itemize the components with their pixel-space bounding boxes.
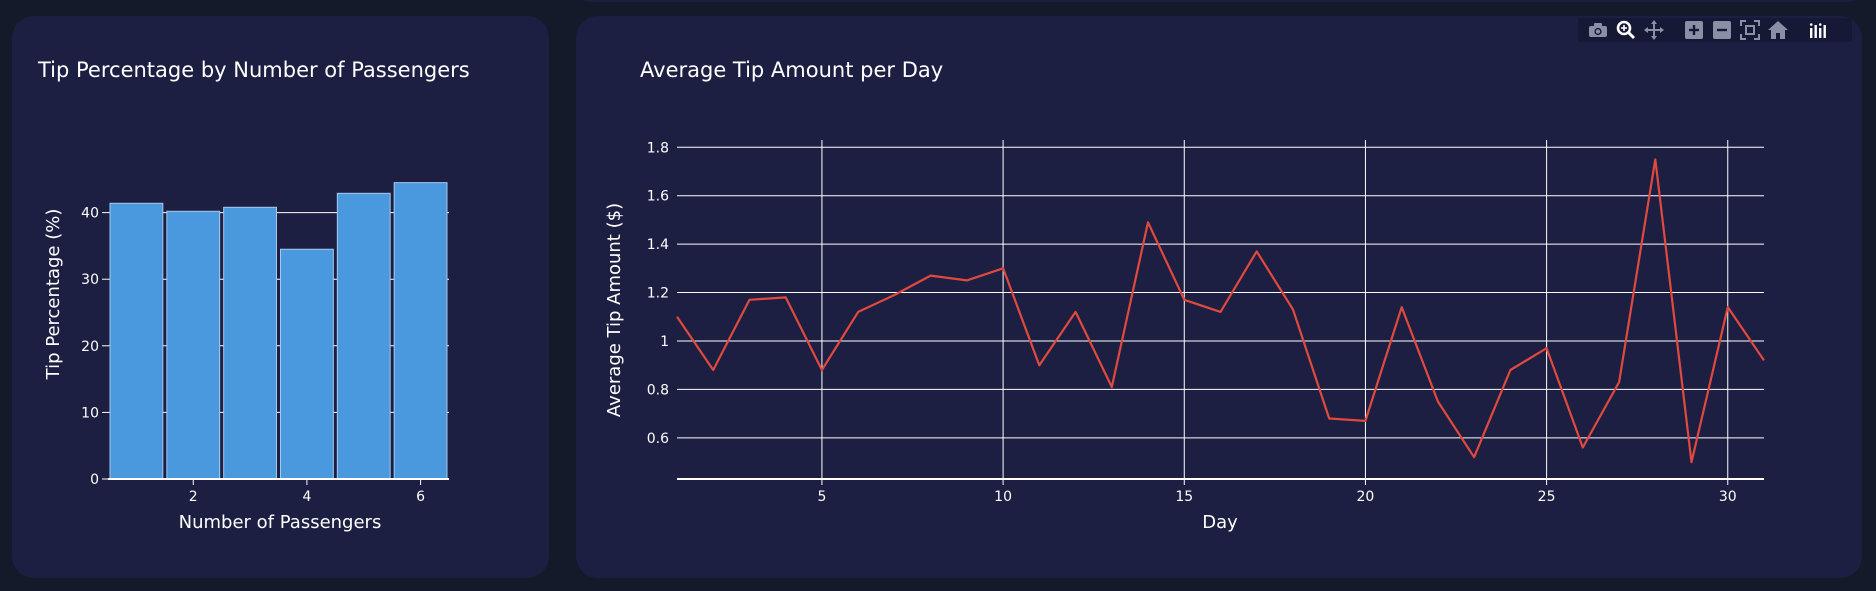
line-y-tick-labels: 0.6 0.8 1 1.2 1.4 1.6 1.8 [647, 140, 669, 447]
line-x-axis-label: Day [1202, 512, 1238, 533]
line-x-tick-labels: 5 10 15 20 25 30 [817, 479, 1737, 505]
bar-passengers-6[interactable] [393, 182, 448, 480]
bar-passengers-5[interactable] [336, 192, 391, 480]
bar-passengers-4[interactable] [280, 248, 334, 480]
camera-icon[interactable] [1584, 19, 1612, 41]
line-x-tick-label: 25 [1538, 489, 1556, 505]
line-y-tick-label: 0.8 [647, 382, 669, 398]
bar-y-tick-label: 10 [81, 405, 99, 421]
bar-x-tick-label: 6 [416, 489, 425, 505]
line-chart-title: Average Tip Amount per Day [640, 58, 944, 82]
line-y-tick-label: 1.4 [647, 237, 669, 253]
home-icon[interactable] [1764, 19, 1792, 41]
bar-chart-title: Tip Percentage by Number of Passengers [38, 58, 470, 82]
line-x-tick-label: 15 [1175, 489, 1193, 505]
plotly-logo-icon[interactable] [1804, 19, 1832, 41]
zoom-in-icon[interactable] [1680, 19, 1708, 41]
bar-y-tick-label: 20 [81, 339, 99, 355]
line-y-tick-label: 1.2 [647, 286, 669, 302]
line-x-tick-label: 5 [817, 489, 826, 505]
bar-y-axis-label: Tip Percentage (%) [43, 209, 64, 381]
line-x-tick-label: 20 [1357, 489, 1375, 505]
line-y-axis-label: Average Tip Amount ($) [604, 203, 625, 417]
bar-x-tick-label: 4 [302, 489, 311, 505]
line-y-tick-label: 1.8 [647, 140, 669, 156]
zoom-icon[interactable] [1612, 19, 1640, 41]
bar-series [109, 182, 448, 480]
bar-passengers-1[interactable] [109, 202, 164, 480]
bar-passengers-3[interactable] [223, 206, 278, 480]
bar-y-tick-labels: 0 10 20 30 40 [81, 206, 108, 488]
bar-y-tick-label: 0 [90, 472, 99, 488]
bar-passengers-2[interactable] [166, 210, 221, 480]
pan-icon[interactable] [1640, 19, 1668, 41]
line-x-tick-label: 30 [1719, 489, 1737, 505]
bar-x-tick-labels: 2 4 6 [189, 479, 425, 505]
plot-modebar [1578, 18, 1852, 42]
zoom-out-icon[interactable] [1708, 19, 1736, 41]
bar-x-axis-label: Number of Passengers [179, 512, 382, 533]
tip-percentage-card: Tip Percentage by Number of Passengers 0… [12, 16, 549, 578]
top-panel-edge [576, 0, 1862, 2]
bar-y-tick-label: 30 [81, 272, 99, 288]
line-y-tick-label: 1 [660, 334, 669, 350]
bar-chart[interactable]: 0 10 20 30 40 2 4 6 Number of Passengers Tip P… [12, 16, 549, 578]
bar-x-tick-label: 2 [189, 489, 198, 505]
line-chart[interactable]: 0.6 0.8 1 1.2 1.4 1.6 1.8 5 10 15 20 25 30 Day Aver… [576, 16, 1862, 578]
line-y-tick-label: 0.6 [647, 431, 669, 447]
line-y-tick-label: 1.6 [647, 189, 669, 205]
autoscale-icon[interactable] [1736, 19, 1764, 41]
line-average-tip[interactable] [676, 158, 1765, 464]
line-x-tick-label: 10 [994, 489, 1012, 505]
line-series [676, 158, 1765, 464]
bar-gridlines [108, 212, 449, 413]
line-gridlines [677, 140, 1764, 480]
average-tip-card: Average Tip Amount per Day 0. [576, 16, 1862, 578]
bar-y-tick-label: 40 [81, 206, 99, 222]
